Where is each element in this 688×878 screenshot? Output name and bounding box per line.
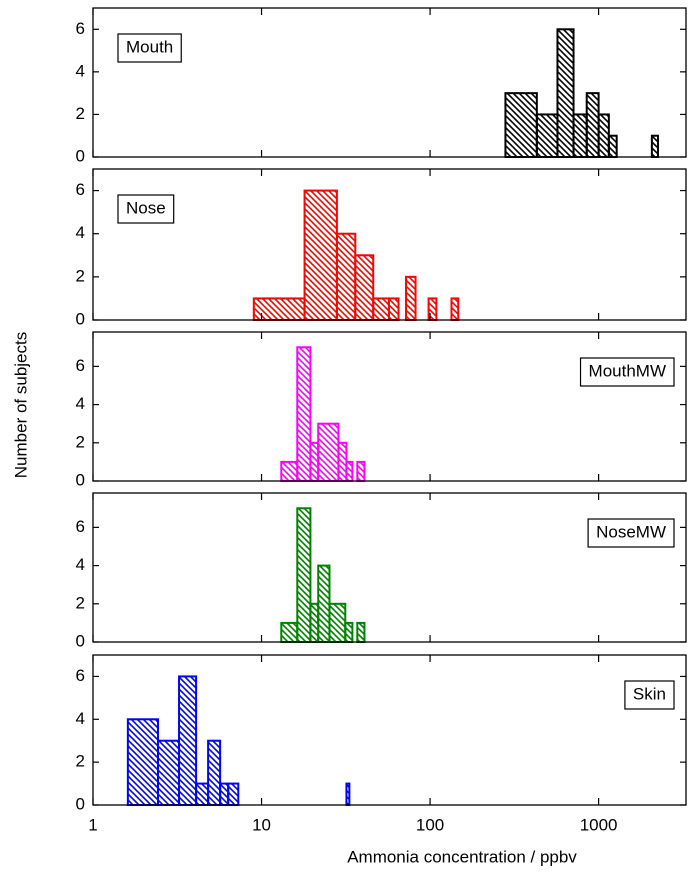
panel-label: NoseMW xyxy=(587,518,675,548)
panel-label-box xyxy=(117,33,182,63)
panel-label: Mouth xyxy=(117,33,182,63)
bar xyxy=(387,297,400,321)
y-tick-label: 4 xyxy=(76,709,85,728)
bar xyxy=(356,621,366,644)
y-tick-label: 6 xyxy=(76,666,85,685)
panel-label-text: Skin xyxy=(633,684,666,703)
panel-label: MouthMW xyxy=(579,357,675,387)
bar xyxy=(535,113,559,159)
plot-frame xyxy=(92,168,687,321)
panel-label: Nose xyxy=(117,194,175,224)
y-tick-label: 6 xyxy=(76,356,85,375)
x-tick-label: 1 xyxy=(88,815,97,834)
y-tick-label: 0 xyxy=(76,309,85,328)
y-tick-label: 6 xyxy=(76,19,85,38)
bar xyxy=(227,782,240,806)
bar xyxy=(195,782,210,806)
y-tick-label: 2 xyxy=(76,593,85,612)
y-tick-label: 4 xyxy=(76,61,85,80)
panel-label-text: MouthMW xyxy=(589,361,666,380)
y-tick-label: 4 xyxy=(76,223,85,242)
bar xyxy=(296,346,312,482)
bar xyxy=(303,189,338,321)
bar xyxy=(556,28,575,159)
bar xyxy=(337,441,348,482)
y-tick-label: 6 xyxy=(76,517,85,536)
y-tick-label: 0 xyxy=(76,794,85,813)
bar xyxy=(280,460,299,482)
y-tick-label: 0 xyxy=(76,470,85,489)
plot-frame xyxy=(92,492,687,643)
bar xyxy=(309,602,320,643)
bar xyxy=(309,441,320,482)
panel-label-text: Nose xyxy=(126,198,166,217)
plot-frame xyxy=(92,331,687,482)
x-tick-label: 1000 xyxy=(580,815,618,834)
bar xyxy=(585,92,600,159)
bar xyxy=(126,718,159,806)
panel-label-text: NoseMW xyxy=(596,522,666,541)
bar xyxy=(317,422,340,483)
panel-label-box xyxy=(117,194,175,224)
plot-frame xyxy=(92,7,687,158)
bar xyxy=(280,621,299,644)
x-tick-label: 10 xyxy=(252,815,271,834)
y-tick-label: 0 xyxy=(76,146,85,165)
bar xyxy=(504,92,538,159)
panel-label-text: Mouth xyxy=(126,37,173,56)
bar xyxy=(344,621,354,644)
bar xyxy=(207,739,222,807)
y-tick-label: 0 xyxy=(76,631,85,650)
bar xyxy=(450,297,460,321)
bar xyxy=(650,134,659,158)
bar xyxy=(317,564,331,643)
y-tick-label: 2 xyxy=(76,104,85,123)
y-tick-label: 2 xyxy=(76,752,85,771)
panel-label-box xyxy=(579,357,675,387)
plot-frame xyxy=(92,654,687,806)
bar xyxy=(354,254,375,322)
y-tick-label: 6 xyxy=(76,180,85,199)
bar xyxy=(296,507,312,643)
bar xyxy=(345,460,354,482)
bar xyxy=(328,602,347,643)
x-axis-label: Ammonia concentration / ppbv xyxy=(347,847,577,866)
x-tick-label: 100 xyxy=(416,815,444,834)
bar xyxy=(356,460,366,482)
bar xyxy=(405,275,417,322)
panel-label-box xyxy=(624,680,675,710)
y-tick-label: 4 xyxy=(76,555,85,574)
bar xyxy=(178,675,198,807)
y-tick-label: 4 xyxy=(76,394,85,413)
bar xyxy=(597,113,610,159)
bar xyxy=(335,232,357,321)
bar xyxy=(372,297,390,321)
bar xyxy=(607,134,618,158)
panel-label-box xyxy=(587,518,675,548)
bar xyxy=(219,782,230,806)
y-axis-label: Number of subjects xyxy=(11,332,30,478)
bar xyxy=(572,113,588,159)
y-tick-label: 2 xyxy=(76,432,85,451)
y-tick-label: 2 xyxy=(76,266,85,285)
panel-label: Skin xyxy=(624,680,675,710)
bar xyxy=(345,782,351,806)
bar xyxy=(156,739,181,807)
